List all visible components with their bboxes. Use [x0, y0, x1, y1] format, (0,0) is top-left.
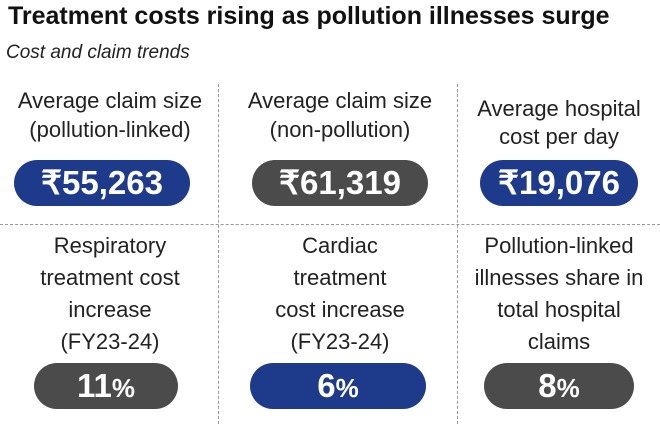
divider-vertical-left	[218, 84, 219, 424]
stat-label-line: Cardiac	[302, 233, 378, 258]
page-subtitle: Cost and claim trends	[6, 42, 190, 63]
stat-card-pollution-claim: Average claim size (pollution-linked) ₹5…	[0, 80, 220, 224]
stat-card-respiratory: Respiratory treatment cost increase (FY2…	[0, 225, 220, 431]
stat-label-line: Average claim size	[17, 88, 203, 113]
divider-vertical-right	[457, 84, 458, 424]
stat-label-line: cost increase	[275, 297, 405, 322]
stat-value: ₹55,263	[41, 164, 163, 201]
stat-value-pill: ₹55,263	[14, 160, 190, 206]
stat-value-pill: ₹61,319	[252, 160, 428, 206]
stats-grid: Average claim size (pollution-linked) ₹5…	[0, 80, 660, 431]
stat-label-line: (pollution-linked)	[29, 117, 191, 142]
divider-horizontal	[0, 224, 660, 225]
stat-value: ₹61,319	[279, 164, 401, 201]
stat-value-unit: %	[335, 373, 359, 403]
stat-card-cardiac: Cardiac treatment cost increase (FY23-24…	[230, 225, 450, 431]
stat-value-pill: 11%	[34, 363, 178, 409]
stat-label-line: claims	[527, 329, 591, 354]
stat-label-line: Pollution-linked	[484, 233, 634, 258]
stat-label-line: increase	[68, 297, 152, 322]
stat-label-line: illnesses share in	[474, 265, 644, 290]
stat-value-unit: %	[111, 373, 135, 403]
stat-label-line: (non-pollution)	[269, 117, 411, 142]
stat-label-line: Average hospital	[477, 96, 641, 121]
stat-value-unit: %	[556, 373, 580, 403]
stat-card-share-claims: Pollution-linked illnesses share in tota…	[458, 225, 660, 431]
stat-label-line: total hospital	[497, 297, 621, 322]
page-title: Treatment costs rising as pollution illn…	[8, 2, 610, 30]
stat-value-pill: 8%	[484, 363, 634, 409]
stat-card-hospital-cost: Average hospital cost per day ₹19,076	[458, 80, 660, 224]
stat-label-line: cost per day	[499, 124, 619, 149]
stat-value: ₹19,076	[498, 164, 620, 201]
stat-label-line: treatment	[293, 265, 387, 290]
stat-value: 8	[538, 367, 557, 404]
stat-label-line: (FY23-24)	[60, 329, 160, 354]
stat-card-non-pollution-claim: Average claim size (non-pollution) ₹61,3…	[230, 80, 450, 224]
stat-label-line: Respiratory	[53, 233, 167, 258]
stat-label-line: (FY23-24)	[290, 329, 390, 354]
stat-label-line: Average claim size	[247, 88, 433, 113]
stat-value-pill: ₹19,076	[480, 160, 638, 206]
stat-value-pill: 6%	[250, 363, 426, 409]
stat-label-line: treatment cost	[40, 265, 180, 290]
stat-value: 11	[76, 367, 112, 404]
stat-value: 6	[317, 367, 336, 404]
